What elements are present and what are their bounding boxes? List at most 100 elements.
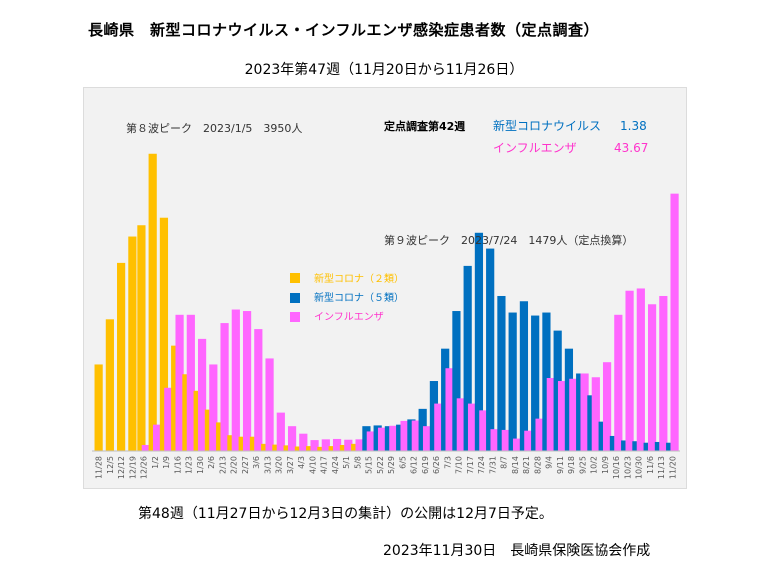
bar-covid2-5-1 bbox=[339, 444, 349, 451]
bar-covid2-1-30 bbox=[193, 390, 202, 451]
x-tick-label: 10/23 bbox=[623, 456, 632, 479]
x-tick-label: 2/6 bbox=[207, 456, 216, 469]
x-tick-label: 4/10 bbox=[308, 456, 317, 474]
bar-covid2-1-9 bbox=[159, 217, 169, 451]
bar-covid5-8-28 bbox=[531, 315, 540, 451]
bar-covid5-6-12 bbox=[407, 419, 416, 451]
bar-covid2-2-27 bbox=[238, 436, 247, 451]
flu-rate-label: インフルエンザ bbox=[493, 141, 577, 155]
x-tick-label: 9/25 bbox=[578, 456, 587, 474]
bar-flu-3-20 bbox=[276, 412, 285, 451]
bar-covid5-6-19 bbox=[418, 408, 427, 451]
bar-covid5-9-25 bbox=[576, 373, 585, 451]
x-tick-label: 6/19 bbox=[421, 456, 430, 474]
bar-flu-10-23 bbox=[625, 290, 634, 451]
bar-flu-1-2 bbox=[152, 424, 162, 451]
x-tick-label: 8/21 bbox=[522, 456, 531, 474]
bar-flu-10-16 bbox=[614, 314, 623, 451]
legend-label-covid2: 新型コロナ（２類） bbox=[314, 272, 404, 285]
bar-flu-3-6 bbox=[254, 329, 263, 451]
bar-covid2-11-28 bbox=[94, 364, 103, 451]
peak9-annotation: 第９波ピーク 2023/7/24 1479人（定点換算） bbox=[384, 233, 633, 247]
bar-flu-4-3 bbox=[299, 433, 308, 451]
bar-covid5-9-4 bbox=[542, 312, 551, 451]
bar-flu-1-9 bbox=[164, 387, 173, 451]
bar-flu-1-23 bbox=[186, 314, 195, 451]
bar-covid5-10-16 bbox=[609, 435, 619, 451]
bar-covid5-10-9 bbox=[598, 421, 607, 451]
bar-flu-2-20 bbox=[231, 309, 240, 451]
x-tick-label: 1/30 bbox=[196, 456, 205, 474]
bar-covid5-8-21 bbox=[519, 301, 529, 451]
bar-covid2-1-23 bbox=[182, 374, 191, 451]
x-tick-label: 10/16 bbox=[612, 456, 621, 479]
bar-covid2-4-3 bbox=[294, 446, 304, 451]
x-tick-label: 11/13 bbox=[657, 456, 666, 479]
bar-covid2-12-19 bbox=[128, 236, 137, 451]
x-tick-label: 5/29 bbox=[387, 456, 396, 474]
chart-subtitle: 2023年第47週（11月20日から11月26日） bbox=[244, 62, 524, 78]
bar-covid2-3-6 bbox=[249, 436, 259, 451]
x-tick-label: 12/26 bbox=[140, 456, 149, 479]
bar-covid5-8-7 bbox=[497, 295, 506, 451]
x-tick-label: 2/27 bbox=[241, 456, 250, 474]
bar-covid5-11-20 bbox=[666, 442, 675, 451]
x-tick-label: 5/1 bbox=[342, 456, 351, 469]
x-tick-label: 9/18 bbox=[567, 456, 576, 474]
x-tick-label: 5/8 bbox=[353, 456, 362, 469]
bar-covid5-5-29 bbox=[384, 426, 394, 451]
x-tick-label: 1/2 bbox=[151, 456, 160, 469]
x-tick-label: 10/9 bbox=[601, 456, 610, 474]
bar-covid2-3-20 bbox=[272, 444, 281, 451]
x-tick-label: 8/14 bbox=[511, 456, 520, 474]
bars-group bbox=[94, 153, 679, 452]
bar-flu-10-2 bbox=[591, 377, 600, 451]
x-tick-label: 11/6 bbox=[646, 456, 655, 474]
x-tick-labels: 11/28 12/5 12/12 12/19 12/26 1/2 1/9 1/16 1/23 1/… bbox=[95, 456, 678, 479]
bar-flu-5-8 bbox=[355, 439, 364, 451]
bar-flu-8-21 bbox=[524, 430, 533, 451]
bar-covid2-12-12 bbox=[117, 262, 126, 452]
bar-covid2-1-2 bbox=[148, 153, 157, 451]
x-tick-label: 4/24 bbox=[331, 456, 340, 474]
bar-flu-3-27 bbox=[287, 426, 297, 451]
plot-area: 11/28 12/5 12/12 12/19 12/26 1/2 1/9 1/16 1/23 1/… bbox=[83, 87, 687, 489]
bar-flu-2-13 bbox=[220, 323, 229, 451]
x-tick-label: 1/16 bbox=[173, 456, 182, 474]
bar-covid5-7-17 bbox=[463, 265, 472, 451]
bar-covid5-10-30 bbox=[632, 441, 641, 451]
bar-covid5-5-22 bbox=[373, 425, 382, 452]
legend-swatch-covid2 bbox=[290, 273, 300, 283]
bar-covid5-8-14 bbox=[508, 312, 517, 451]
bar-flu-8-28 bbox=[535, 418, 544, 451]
bar-flu-11-13 bbox=[659, 295, 668, 451]
bar-flu-1-30 bbox=[197, 338, 207, 451]
covid-rate-value: 1.38 bbox=[620, 119, 647, 133]
x-tick-label: 7/24 bbox=[477, 456, 486, 474]
bar-covid5-7-10 bbox=[452, 311, 461, 451]
bar-covid5-7-24 bbox=[474, 232, 484, 451]
legend-swatch-flu bbox=[290, 312, 300, 322]
publication-note: 第48週（11月27日から12月3日の集計）の公開は12月7日予定。 bbox=[138, 506, 553, 522]
bar-covid2-3-27 bbox=[283, 445, 292, 451]
x-tick-label: 12/12 bbox=[117, 456, 126, 479]
x-tick-label: 6/26 bbox=[432, 456, 441, 474]
x-tick-label: 9/4 bbox=[545, 456, 554, 469]
x-tick-label: 1/23 bbox=[185, 456, 194, 474]
x-tick-label: 12/5 bbox=[106, 456, 115, 474]
x-tick-label: 5/22 bbox=[376, 456, 385, 474]
bar-flu-9-25 bbox=[580, 373, 589, 451]
bar-flu-4-10 bbox=[310, 440, 319, 451]
bar-covid5-6-26 bbox=[429, 381, 439, 451]
bar-flu-11-6 bbox=[647, 304, 657, 451]
bar-flu-12-26 bbox=[141, 444, 150, 451]
bar-covid2-12-5 bbox=[105, 319, 114, 451]
bar-covid5-9-11 bbox=[553, 330, 562, 451]
bar-flu-5-15 bbox=[366, 431, 375, 451]
bar-flu-11-20 bbox=[670, 193, 679, 451]
bar-flu-8-14 bbox=[512, 438, 522, 451]
x-tick-label: 8/28 bbox=[533, 456, 542, 474]
x-tick-label: 7/3 bbox=[443, 456, 452, 469]
bar-flu-4-17 bbox=[321, 439, 330, 451]
x-tick-label: 3/27 bbox=[286, 456, 295, 474]
